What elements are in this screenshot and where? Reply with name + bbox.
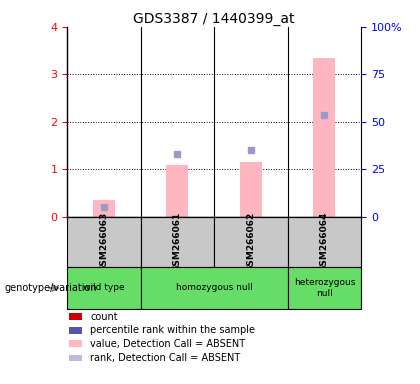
Text: wild type: wild type bbox=[83, 283, 125, 293]
Bar bbox=[288, 267, 361, 309]
Text: count: count bbox=[90, 312, 118, 322]
Bar bbox=[69, 313, 81, 320]
Bar bbox=[141, 217, 214, 267]
Text: genotype/variation: genotype/variation bbox=[4, 283, 97, 293]
Bar bbox=[67, 267, 141, 309]
Text: GSM266061: GSM266061 bbox=[173, 212, 182, 272]
Bar bbox=[69, 354, 81, 361]
Bar bbox=[214, 217, 288, 267]
Text: GSM266062: GSM266062 bbox=[247, 212, 255, 272]
Bar bbox=[288, 217, 361, 267]
Text: percentile rank within the sample: percentile rank within the sample bbox=[90, 325, 255, 335]
Text: GSM266064: GSM266064 bbox=[320, 212, 329, 272]
Bar bbox=[166, 165, 189, 217]
Text: value, Detection Call = ABSENT: value, Detection Call = ABSENT bbox=[90, 339, 245, 349]
Bar bbox=[141, 267, 288, 309]
Bar bbox=[69, 340, 81, 347]
Text: rank, Detection Call = ABSENT: rank, Detection Call = ABSENT bbox=[90, 353, 241, 363]
Bar bbox=[240, 162, 262, 217]
Text: homozygous null: homozygous null bbox=[176, 283, 253, 293]
Text: heterozygous
null: heterozygous null bbox=[294, 278, 355, 298]
Bar bbox=[67, 217, 141, 267]
Bar bbox=[313, 58, 336, 217]
Bar bbox=[93, 200, 115, 217]
Bar bbox=[69, 327, 81, 334]
Text: GSM266063: GSM266063 bbox=[100, 212, 108, 272]
Title: GDS3387 / 1440399_at: GDS3387 / 1440399_at bbox=[134, 12, 295, 26]
